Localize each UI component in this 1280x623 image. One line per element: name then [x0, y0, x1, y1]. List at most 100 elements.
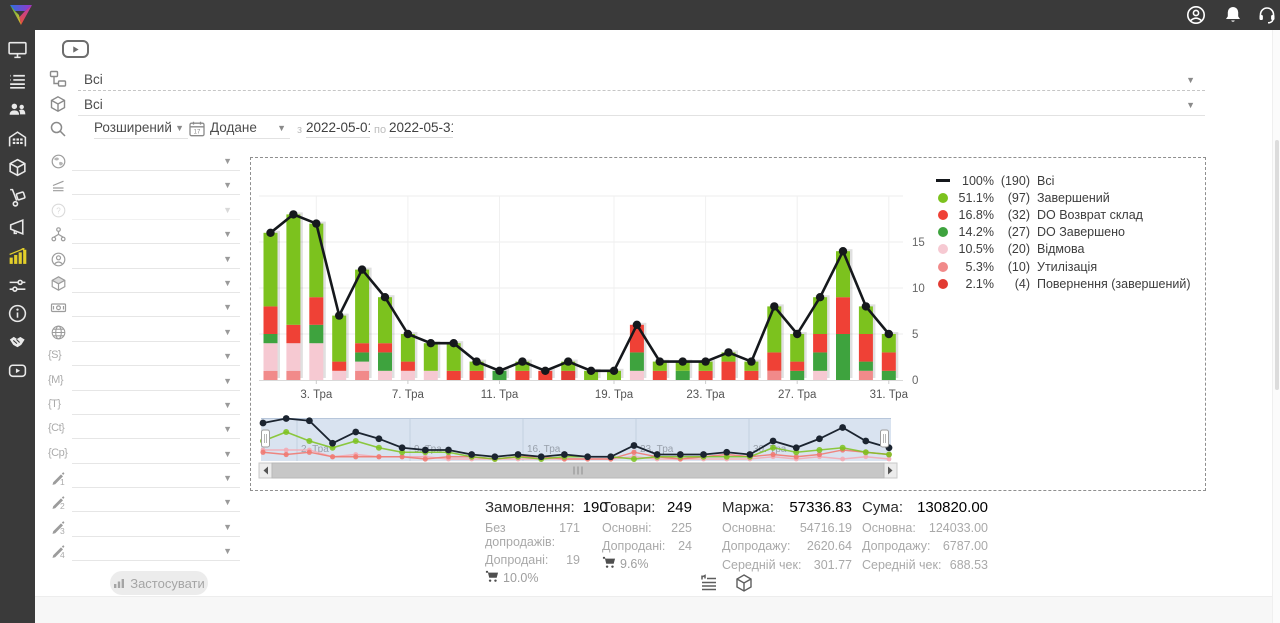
stat-sub-row: Середній чек: 688.53 [862, 557, 988, 572]
pencil-3-icon [50, 519, 67, 536]
chevron-down-icon: ▼ [223, 326, 232, 337]
page-scrollbar-thumb[interactable] [1275, 140, 1279, 390]
pencil-2-select[interactable]: ▼ [72, 491, 240, 513]
legend-item[interactable]: 100% (190) Всі [936, 172, 1204, 189]
chevron-down-icon: ▼ [223, 521, 232, 532]
filter-row-m-field: {M} ▼ [46, 370, 240, 394]
legend-item[interactable]: 16.8% (32) DO Возврат склад [936, 206, 1204, 223]
search-icon [49, 120, 67, 138]
stat-title: Сума: 130820.00 [862, 499, 988, 516]
statistics-chart-icon[interactable] [7, 245, 28, 266]
stat-sub-row: Середній чек: 301.77 [722, 557, 852, 572]
cp-field-select[interactable]: ▼ [72, 443, 240, 464]
legend-item[interactable]: 5.3% (10) Утилізація [936, 258, 1204, 275]
chart-scrollbar[interactable] [258, 462, 898, 479]
date-from-input[interactable] [306, 118, 370, 138]
support-headset-icon[interactable] [1256, 4, 1278, 26]
video-tutorials-icon[interactable] [7, 360, 28, 381]
chevron-down-icon: ▼ [223, 497, 232, 508]
side-filter-list: ▼ ▼? ▼ ▼ ▼ ▼ ▼ ▼ {S} ▼ {M} ▼ {T} ▼ {Ct} ▼ {Cp} ▼ 1 ▼ 2 ▼ 3 ▼ 4 ▼ [46, 150, 240, 565]
delivery-handtruck-icon[interactable] [7, 187, 28, 208]
earth-select[interactable]: ▼ [72, 150, 240, 171]
stat-column: Маржа: 57336.83 Основна: 54716.19 Допродажу:… [722, 499, 852, 572]
pencil-3-select[interactable]: ▼ [72, 516, 240, 537]
products-report-box-icon[interactable] [733, 572, 755, 594]
sitemap-select[interactable]: ▼ [72, 223, 240, 245]
svg-text:23. Тра: 23. Тра [640, 444, 674, 455]
svg-text:23. Тра: 23. Тра [686, 389, 725, 401]
pencil-2-icon [50, 494, 67, 511]
svg-text:?: ? [56, 206, 61, 215]
filter-row-sitemap: ▼ [46, 223, 240, 247]
footer-strip [35, 596, 1280, 623]
date-to-input[interactable] [389, 118, 453, 138]
orders-report-list-icon[interactable] [698, 572, 720, 594]
legend-item[interactable]: 14.2% (27) DO Завершено [936, 224, 1204, 241]
legend-item[interactable]: 51.1% (97) Завершений [936, 189, 1204, 206]
info-icon[interactable] [7, 303, 28, 324]
product-filter-select[interactable]: Всі ▼ [78, 95, 1205, 116]
stat-title: Замовлення: 190 [485, 499, 608, 516]
globe-select[interactable]: ▼ [72, 321, 240, 342]
stat-sub-row: Основна: 124033.00 [862, 520, 988, 535]
ct-field-select[interactable]: ▼ [72, 418, 240, 440]
levels-filter-select[interactable]: ▼ [72, 174, 240, 196]
pencil-4-select[interactable]: ▼ [72, 540, 240, 562]
clients-users-icon[interactable] [7, 99, 28, 120]
orders-list-icon[interactable] [7, 71, 28, 92]
notifications-bell-icon[interactable] [1222, 4, 1244, 26]
stat-sub-row: Допродані: 19 [485, 553, 580, 567]
account-icon[interactable] [1185, 4, 1207, 26]
calendar-icon: 17 [188, 120, 206, 138]
products-box-icon[interactable] [7, 157, 28, 178]
product-box-icon [49, 95, 67, 113]
pencil-4-icon [50, 543, 67, 560]
question-select[interactable]: ▼ [72, 199, 240, 220]
stat-column: Замовлення: 190 Без допродажів: 171 Допродан… [485, 499, 608, 586]
svg-text:3. Тра: 3. Тра [300, 389, 333, 401]
navigator-left-handle[interactable] [261, 429, 270, 448]
partners-handshake-icon[interactable] [7, 331, 28, 352]
pencil-1-select[interactable]: ▼ [72, 467, 240, 489]
tutorial-play-button[interactable] [62, 40, 89, 58]
category-filter-value: Всі [84, 72, 103, 87]
levels-filter-icon [50, 177, 67, 194]
stat-sub-row: Допродані: 24 [602, 539, 692, 553]
banknote-select[interactable]: ▼ [72, 296, 240, 318]
legend-item[interactable]: 10.5% (20) Відмова [936, 241, 1204, 258]
t-field-select[interactable]: ▼ [72, 394, 240, 415]
apply-button[interactable]: Застосувати [110, 571, 208, 595]
date-field-select[interactable]: Додане ▼ [210, 119, 290, 139]
navigator-right-handle[interactable] [880, 429, 889, 448]
dashboard-monitor-icon[interactable] [7, 39, 28, 60]
earth-icon [50, 153, 67, 170]
marketing-megaphone-icon[interactable] [7, 216, 28, 237]
legend-item[interactable]: 2.1% (4) Повернення (завершений) [936, 275, 1204, 292]
m-field-select[interactable]: ▼ [72, 370, 240, 391]
svg-text:11. Тра: 11. Тра [481, 389, 519, 401]
cube-select[interactable]: ▼ [72, 272, 240, 293]
settings-sliders-icon[interactable] [7, 275, 28, 296]
svg-text:2. Тра: 2. Тра [301, 444, 329, 455]
chart-navigator[interactable]: 2. Тра 9. Тра 16. Тра 23. Тра 30. Тра [259, 415, 893, 462]
stat-sub-row: Основна: 54716.19 [722, 520, 852, 535]
manager-person-select[interactable]: ▼ [72, 248, 240, 269]
svg-text:15: 15 [912, 237, 925, 249]
chevron-down-icon: ▼ [223, 229, 232, 240]
stat-title: Маржа: 57336.83 [722, 499, 852, 516]
date-field-value: Додане [210, 120, 257, 135]
sidebar-nav [0, 30, 35, 623]
filter-row-ct-field: {Ct} ▼ [46, 418, 240, 442]
banknote-icon [50, 299, 67, 316]
app-logo[interactable] [8, 3, 34, 27]
category-tree-icon [49, 70, 67, 88]
warehouse-icon[interactable] [7, 129, 28, 150]
upsell-cart-row: 10.0% [485, 570, 580, 586]
category-filter-select[interactable]: Всі ▼ [78, 70, 1205, 91]
search-mode-select[interactable]: Розширений ▼ [94, 119, 188, 139]
s-field-select[interactable]: ▼ [72, 345, 240, 367]
date-from-label: з [297, 124, 303, 136]
page-scrollbar[interactable] [1272, 30, 1280, 623]
cart-icon [602, 556, 616, 572]
ct-field-icon: {Ct} [48, 422, 65, 435]
